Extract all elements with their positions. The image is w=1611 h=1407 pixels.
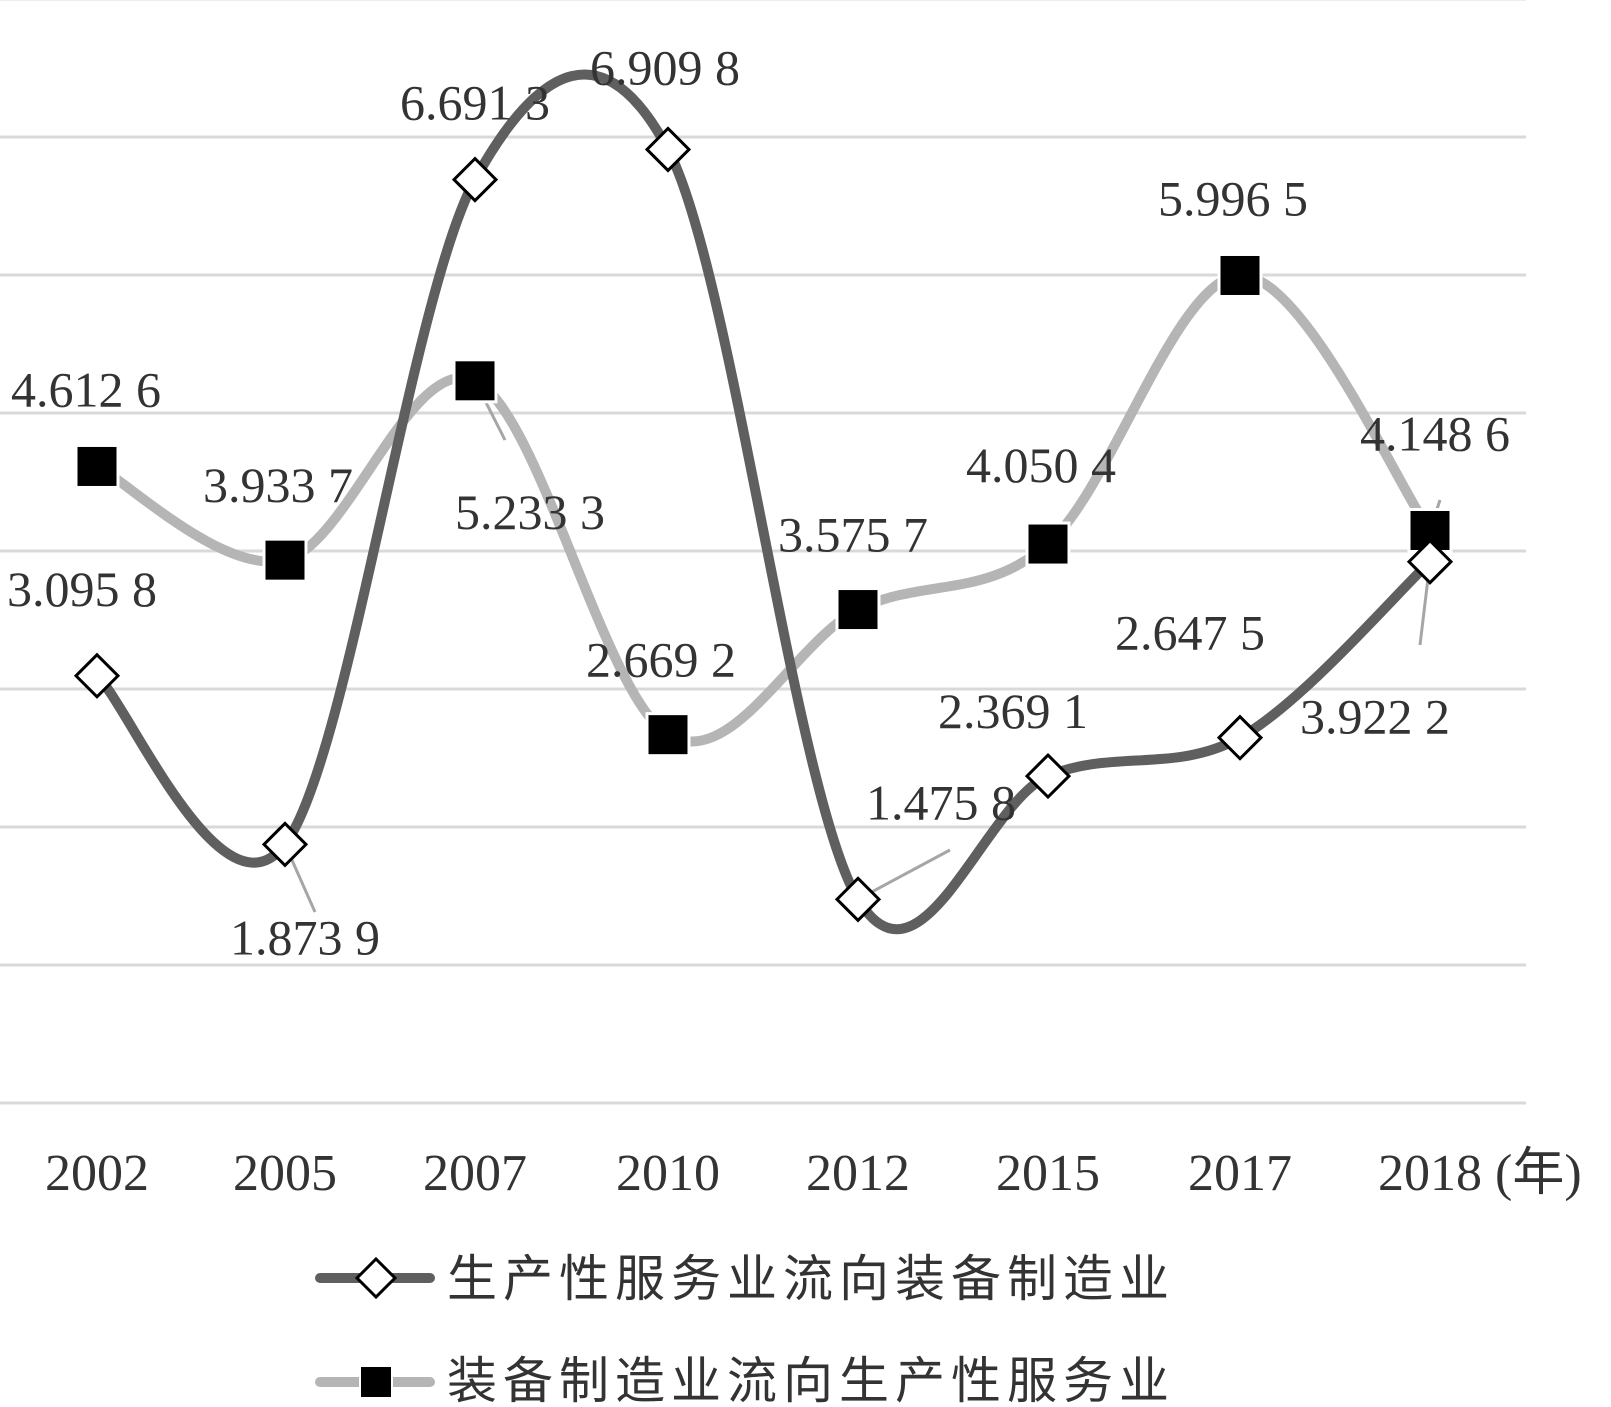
legend: 生产性服务业流向装备制造业 装备制造业流向生产性服务业 — [315, 1250, 1175, 1407]
data-label-series-1: 3.922 2 — [1300, 689, 1450, 745]
legend-label-series-1: 生产性服务业流向装备制造业 — [447, 1250, 1175, 1308]
diamond-marker — [73, 652, 121, 699]
square-marker — [835, 587, 881, 633]
data-label-series-2: 5.996 5 — [1158, 170, 1308, 226]
data-label-series-1: 3.095 8 — [7, 561, 157, 617]
data-label-series-1: 1.873 9 — [230, 909, 380, 965]
legend-item-series-2: 装备制造业流向生产性服务业 — [315, 1352, 1175, 1407]
data-label-series-1: 2.647 5 — [1115, 605, 1265, 661]
legend-diamond-icon — [354, 1256, 398, 1300]
leader-line — [857, 848, 951, 901]
diamond-marker — [451, 156, 499, 203]
diamond-marker — [1216, 714, 1264, 761]
x-tick-label: 2005 — [233, 1145, 337, 1202]
diamond-marker — [261, 821, 309, 868]
x-tick-label: 2010 — [616, 1145, 720, 1202]
x-tick-label: 2007 — [423, 1145, 527, 1202]
x-tick-label: 2002 — [45, 1145, 149, 1202]
data-label-series-2: 5.233 3 — [455, 484, 605, 540]
leader-lines — [283, 380, 1442, 913]
square-marker — [74, 443, 120, 489]
x-tick-label: 2018 — [1378, 1145, 1482, 1202]
legend-item-series-1: 生产性服务业流向装备制造业 — [315, 1250, 1175, 1308]
x-tick-label: 2015 — [996, 1145, 1100, 1202]
data-label-series-1: 6.909 8 — [590, 39, 740, 95]
series-markers — [73, 126, 1454, 923]
x-axis-unit: (年) — [1495, 1145, 1582, 1202]
x-tick-label: 2012 — [806, 1145, 910, 1202]
data-label-series-1: 6.691 3 — [400, 75, 550, 131]
data-label-series-2: 2.669 2 — [586, 632, 736, 688]
square-marker — [1217, 252, 1263, 298]
data-label-series-2: 4.148 6 — [1360, 405, 1510, 461]
data-label-series-1: 2.369 1 — [938, 683, 1088, 739]
diamond-marker — [1024, 752, 1072, 800]
legend-label-series-2: 装备制造业流向生产性服务业 — [447, 1352, 1175, 1407]
x-tick-label: 2017 — [1188, 1145, 1292, 1202]
data-labels: 3.095 8 1.873 9 6.691 3 6.909 8 1.475 8 2.369… — [7, 39, 1510, 965]
data-label-series-2: 3.933 7 — [203, 457, 353, 513]
data-label-series-2: 3.575 7 — [778, 507, 928, 563]
series-line-1 — [92, 69, 1435, 935]
data-label-series-2: 4.050 4 — [966, 437, 1116, 493]
legend-square-icon — [359, 1365, 393, 1399]
diamond-marker — [834, 876, 882, 923]
data-label-series-1: 1.475 8 — [866, 774, 1016, 830]
square-marker — [645, 712, 691, 758]
square-marker — [452, 358, 498, 404]
square-marker — [1025, 521, 1071, 567]
diamond-marker — [644, 126, 692, 173]
square-marker — [262, 537, 308, 583]
x-axis: (年) 2002 2005 2007 2010 2012 2015 2017 2018 — [45, 1145, 1582, 1202]
diamond-marker — [1406, 538, 1454, 585]
data-label-series-2: 4.612 6 — [11, 361, 161, 417]
